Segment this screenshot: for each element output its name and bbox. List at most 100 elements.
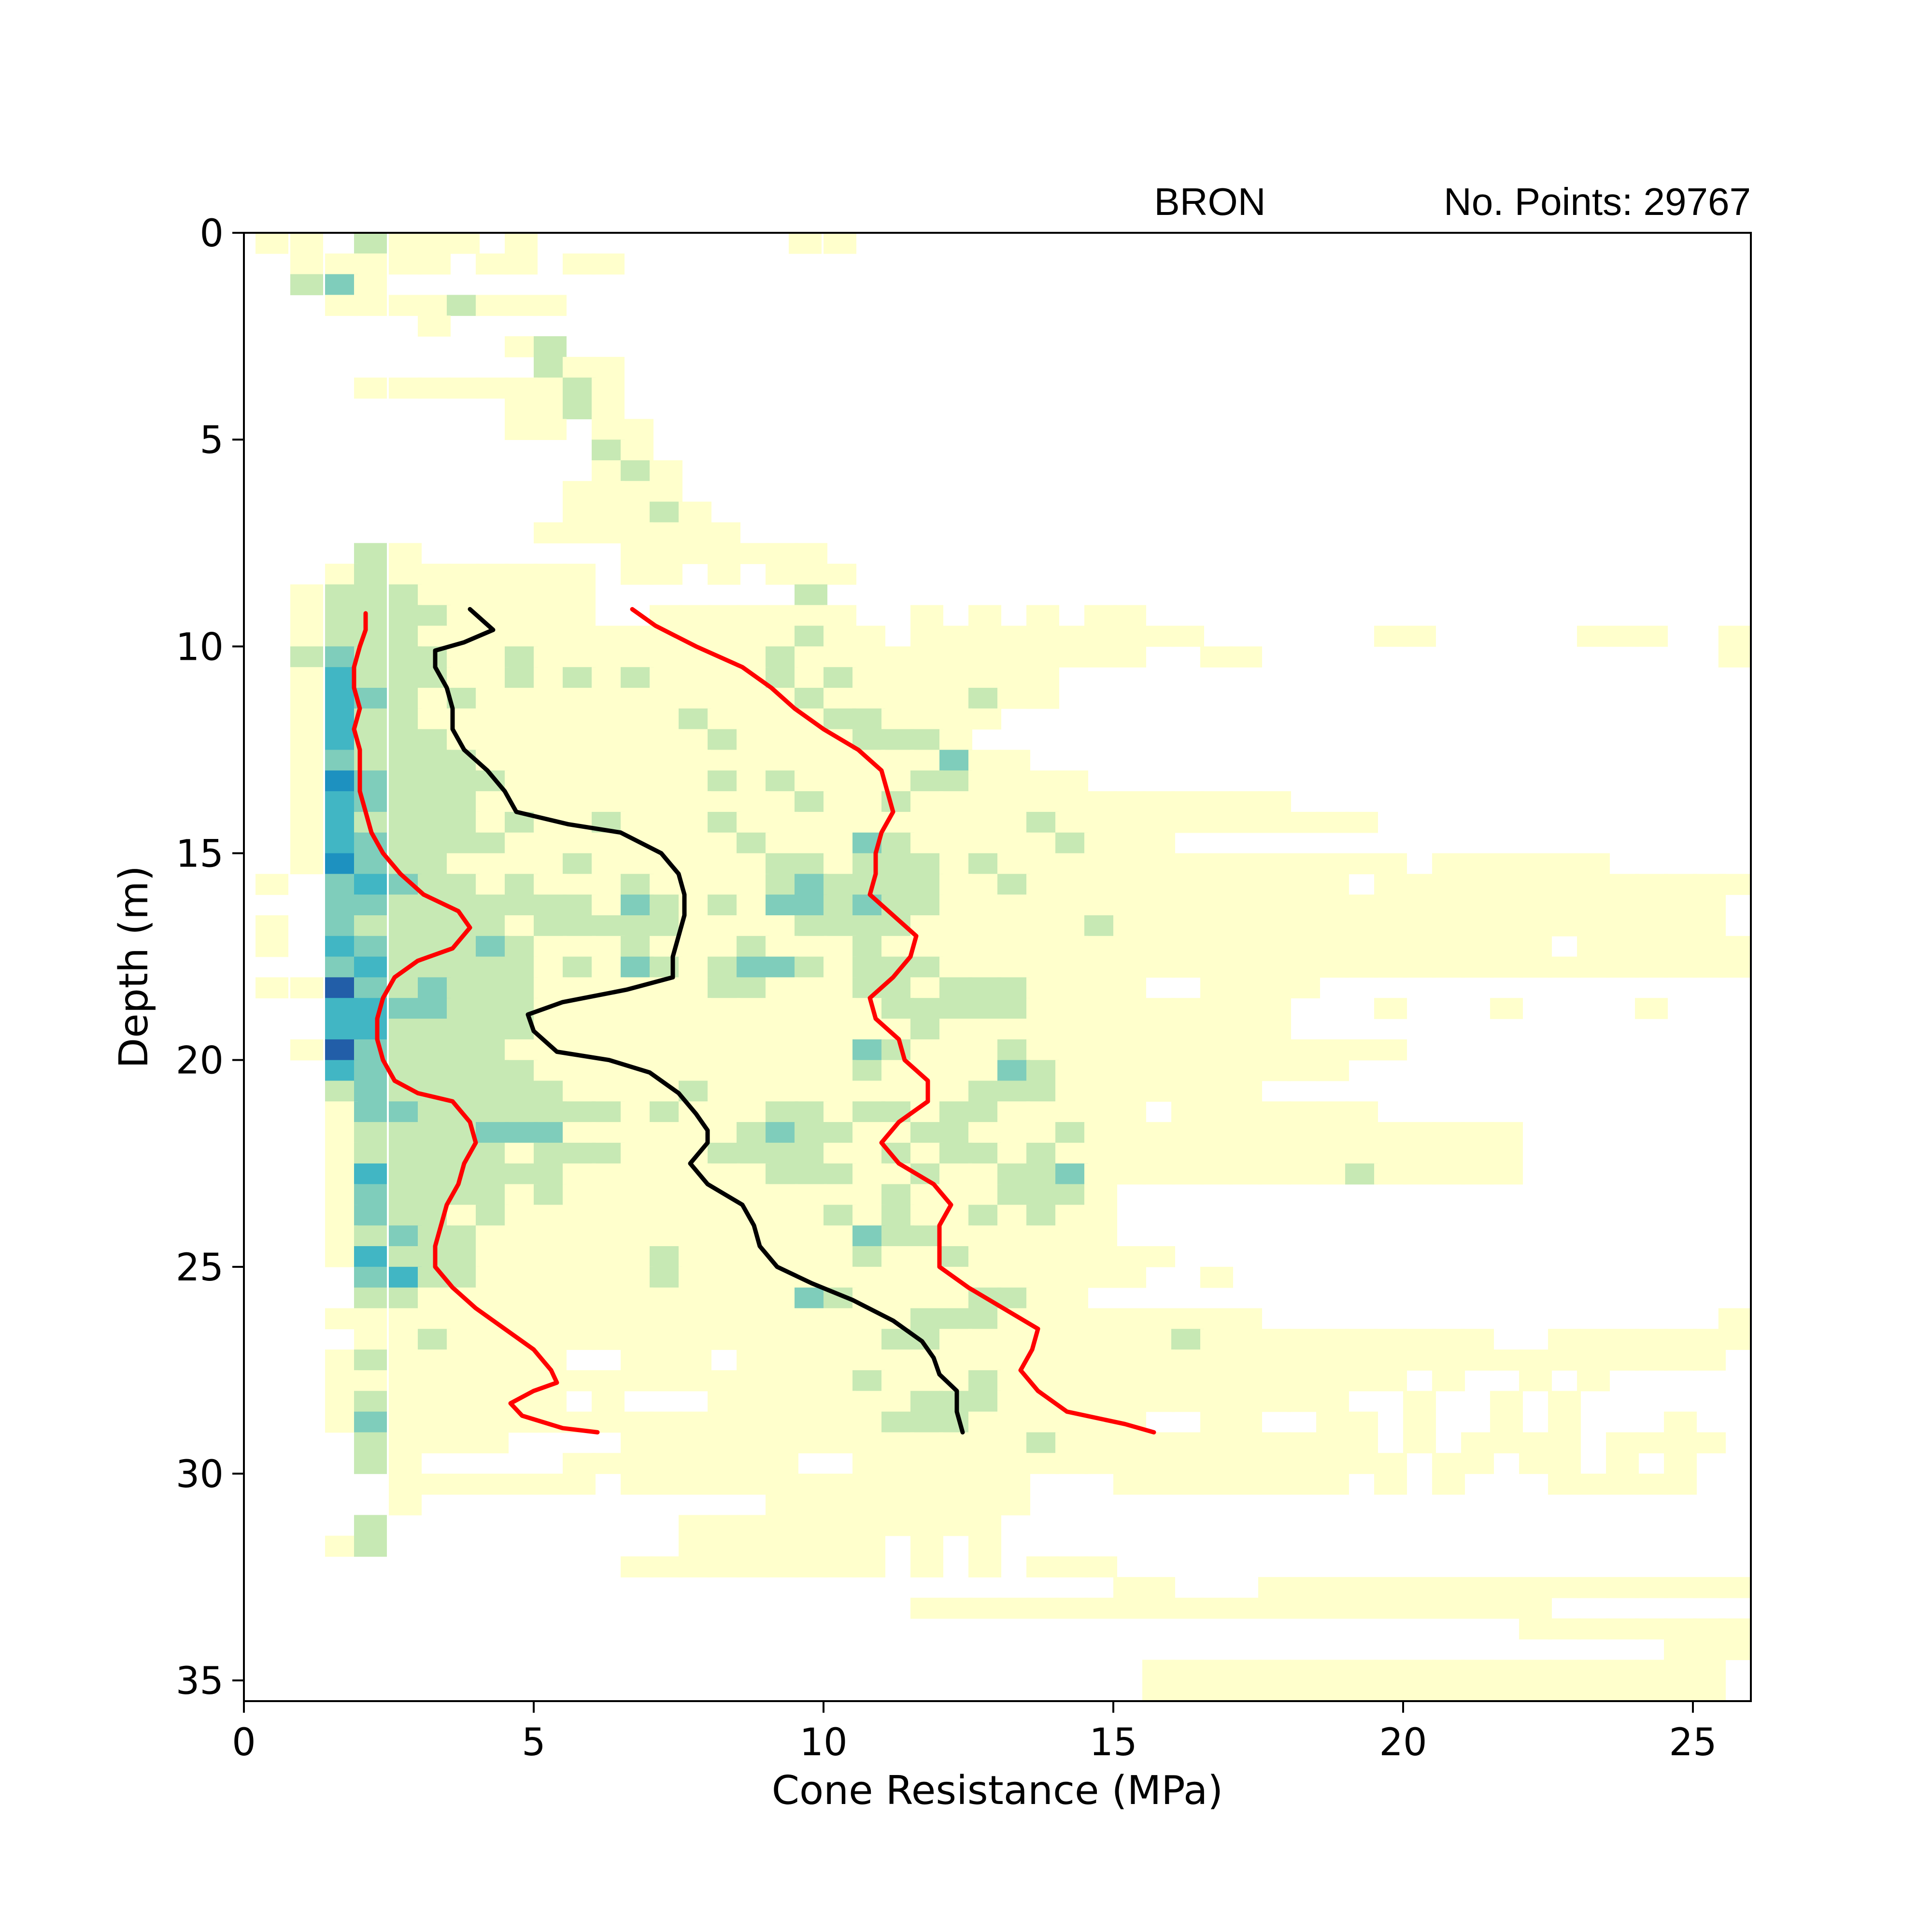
heatmap-cell [737,895,769,916]
heatmap-cell [881,1391,914,1412]
heatmap-cell [1432,1329,1465,1350]
heatmap-cell [476,1329,509,1350]
heatmap-cell [1403,1163,1436,1185]
heatmap-cell [1606,1577,1639,1598]
heatmap-cell [621,729,653,751]
heatmap-cell [1026,1122,1059,1143]
heatmap-cell [325,584,358,606]
heatmap-cell [592,998,625,1019]
heatmap-cell [290,274,323,296]
heatmap-cell [795,646,827,668]
heatmap-cell [1084,853,1117,875]
heatmap-cell [621,708,653,730]
heatmap-cell [325,1039,358,1061]
heatmap-cell [505,1205,538,1226]
heatmap-cell [621,811,653,833]
heatmap-cell [1113,1080,1146,1102]
heatmap-cell [766,1101,798,1122]
heatmap-cell [1287,1370,1320,1392]
heatmap-cell [1287,1142,1320,1164]
heatmap-cell [476,915,509,937]
heatmap-cell [476,1101,509,1122]
heatmap-cell [1229,1122,1262,1143]
heatmap-cell [1200,1329,1233,1350]
heatmap-cell [1316,1411,1349,1433]
heatmap-cell [679,770,711,792]
heatmap-cell [650,481,682,502]
heatmap-cell [476,874,509,895]
heatmap-cell [795,1515,827,1536]
heatmap-cell [1287,1597,1320,1619]
heatmap-cell [476,1060,509,1081]
heatmap-cell [418,915,451,937]
heatmap-cell [1287,1453,1320,1474]
heatmap-cell [1142,1350,1175,1371]
heatmap-cell [418,315,451,337]
heatmap-cell [534,1163,567,1185]
heatmap-cell [1142,1060,1175,1081]
heatmap-cell [1055,646,1088,668]
heatmap-cell [1287,936,1320,957]
heatmap-cell [1200,1308,1233,1330]
heatmap-cell [1258,1660,1291,1681]
heatmap-cell [447,874,480,895]
heatmap-cell [1606,874,1639,895]
heatmap-cell [1258,1039,1291,1061]
heatmap-cell [476,667,509,688]
heatmap-cell [389,1205,422,1226]
heatmap-cell [968,1432,1001,1453]
heatmap-cell [354,1184,387,1206]
heatmap-cell [418,605,451,626]
heatmap-cell [1718,1329,1751,1350]
heatmap-cell [708,1556,740,1577]
heatmap-cell [766,1225,798,1247]
heatmap-cell [476,811,509,833]
heatmap-cell [1171,895,1204,916]
heatmap-cell [592,1163,625,1185]
heatmap-cell [1403,936,1436,957]
heatmap-cell [592,895,625,916]
heatmap-cell [563,770,596,792]
heatmap-cell [1026,1225,1059,1247]
heatmap-cell [939,646,972,668]
heatmap-cell [679,791,711,812]
heatmap-cell [505,729,538,751]
heatmap-cell [737,1535,769,1557]
heatmap-cell [1171,791,1204,812]
heatmap-cell [1026,1163,1059,1185]
heatmap-cell [968,1329,1001,1350]
heatmap-cell [766,811,798,833]
heatmap-cell [1519,956,1552,978]
plot-frame [243,232,1752,1702]
heatmap-cell [1084,1122,1117,1143]
heatmap-cell [1635,998,1668,1019]
heatmap-cell [1055,1225,1088,1247]
heatmap-cell [1718,936,1751,957]
heatmap-cell [737,1453,769,1474]
heatmap-cell [795,936,827,957]
heatmap-cell [1142,1080,1175,1102]
heatmap-cell [737,688,769,709]
heatmap-cell [389,791,422,812]
heatmap-cell [447,1391,480,1412]
heatmap-cell [1316,811,1349,833]
heatmap-cell [621,770,653,792]
heatmap-cell [354,1101,387,1122]
heatmap-cell [1113,1039,1146,1061]
heatmap-cell [1287,1039,1320,1061]
heatmap-cell [824,1535,856,1557]
heatmap-cell [766,977,798,998]
y-tick-label: 0 [199,212,224,256]
heatmap-cell [1461,1680,1494,1702]
heatmap-cell [1316,1577,1349,1598]
heatmap-cell [1084,1266,1117,1288]
heatmap-cell [1548,1474,1581,1495]
heatmap-cell [418,832,451,854]
heatmap-cell [824,1432,856,1453]
heatmap-cell [852,1535,885,1557]
heatmap-cell [447,1370,480,1392]
heatmap-cell [1026,1266,1059,1288]
heatmap-cell [1026,874,1059,895]
heatmap-cell [476,584,509,606]
